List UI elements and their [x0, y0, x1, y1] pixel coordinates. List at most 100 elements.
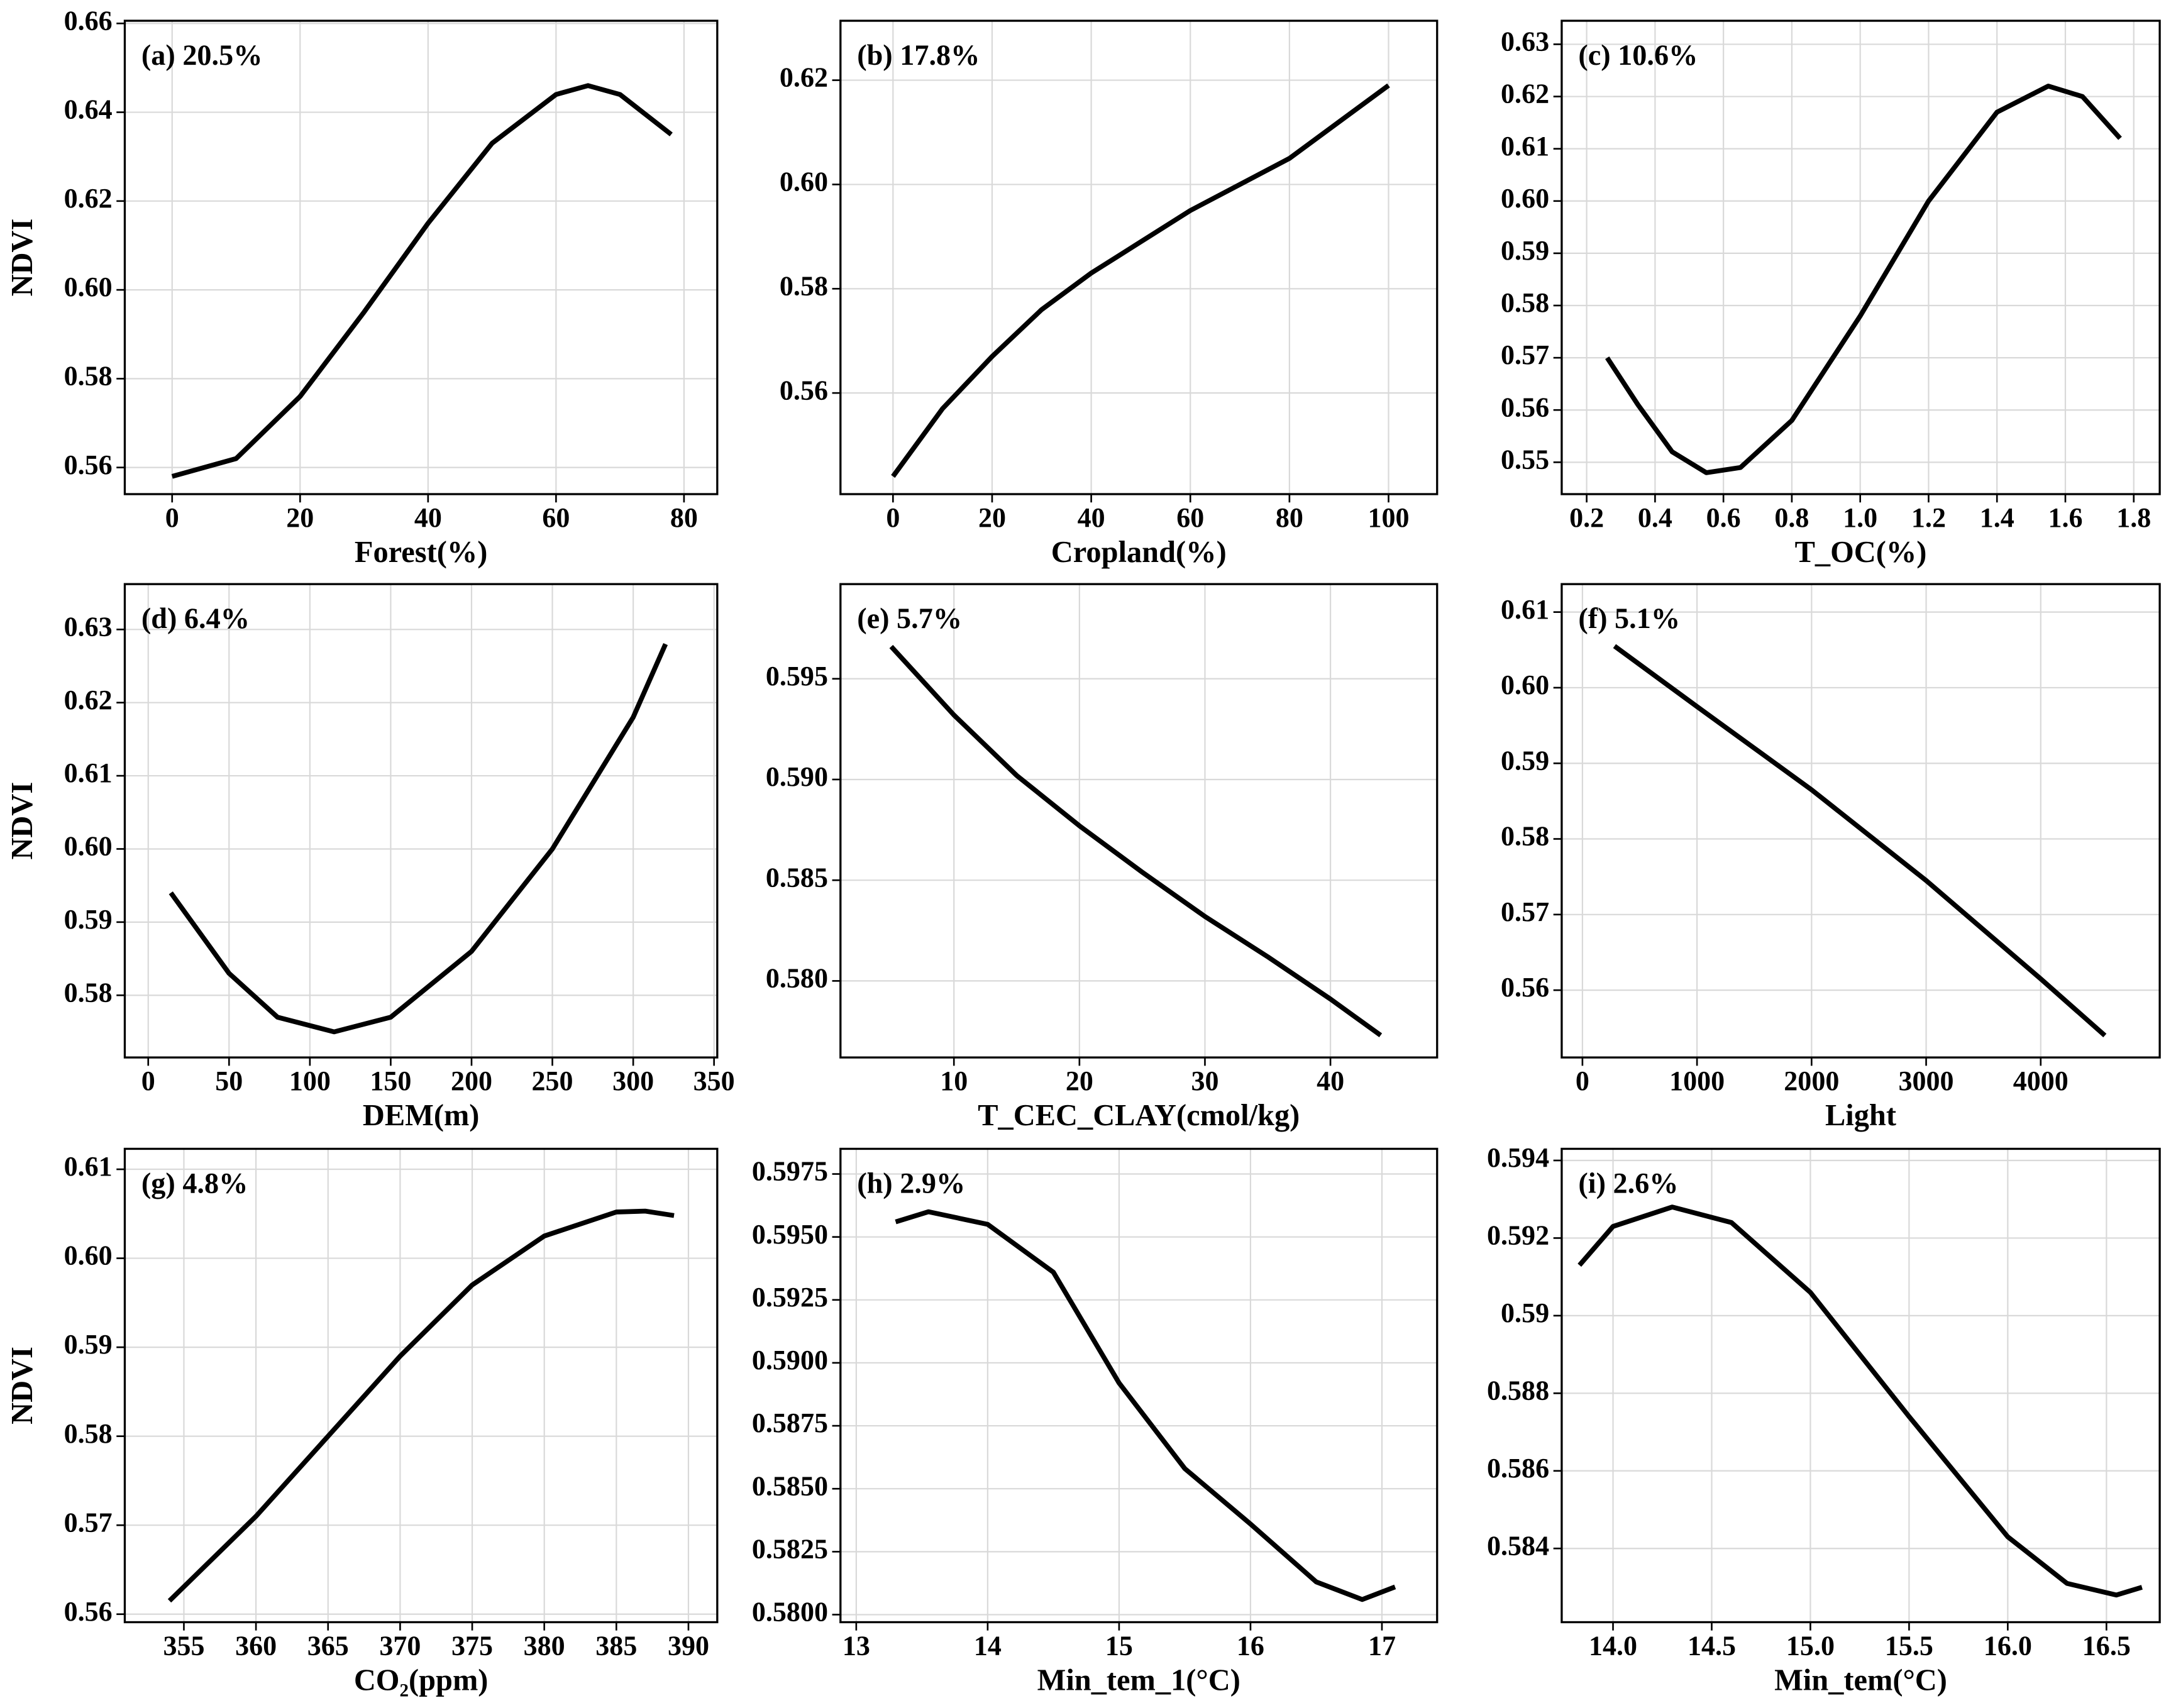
x-tick-label: 20: [978, 502, 1006, 533]
y-tick-label: 0.5950: [752, 1219, 828, 1250]
x-tick-label: 1.0: [1843, 502, 1877, 533]
x-tick-label: 16: [1237, 1630, 1264, 1661]
y-tick-label: 0.56: [64, 449, 113, 480]
plot-background: [124, 584, 717, 1058]
x-tick-label: 355: [163, 1630, 204, 1661]
x-tick-label: 40: [1078, 502, 1105, 533]
y-tick-label: 0.592: [1487, 1220, 1549, 1251]
x-tick-label: 150: [370, 1066, 411, 1096]
plot-border: [839, 19, 1439, 495]
y-tick-label: 0.55: [1501, 444, 1549, 475]
y-tick-label: 0.64: [64, 94, 113, 125]
panel: 0.5800 0.5825 0.5850 0.5875 0.5900 0.5925 0.59…: [752, 1147, 1439, 1697]
x-tick-label: 15: [1105, 1630, 1133, 1661]
y-tick-label: 0.63: [1501, 26, 1549, 57]
panel-annotation: (d) 6.4%: [141, 602, 250, 634]
y-tick-label: 0.62: [64, 685, 113, 715]
y-tick-label: 0.63: [64, 611, 113, 642]
y-tick-label: 0.58: [1501, 821, 1549, 852]
y-tick-label: 0.61: [64, 758, 113, 788]
plot-background: [1561, 584, 2160, 1058]
x-tick-label: 40: [414, 502, 442, 533]
panel: 0.55 0.56 0.57 0.58 0.59 0.60 0.61 0.62 0.63 0.2 0…: [1501, 19, 2161, 569]
x-tick-label: 360: [235, 1630, 277, 1661]
plot-border: [839, 583, 1439, 1059]
panel-annotation: (e) 5.7%: [857, 602, 962, 634]
x-tick-label: 16.5: [2082, 1630, 2131, 1661]
x-tick-label: 380: [524, 1630, 565, 1661]
y-tick-label: 0.5925: [752, 1282, 828, 1313]
y-tick-label: 0.62: [1501, 79, 1549, 109]
x-axis-label: CO₂(ppm): [354, 1663, 489, 1697]
y-tick-label: 0.60: [64, 1240, 113, 1271]
panel: 0.56 0.58 0.60 0.62 0.64 0.66 0 20 40 60 80 (a) 20.…: [6, 5, 719, 569]
plot-border: [1561, 583, 2161, 1059]
x-tick-label: 14.0: [1589, 1630, 1637, 1661]
x-axis-label: DEM(m): [363, 1099, 480, 1132]
x-tick-label: 375: [451, 1630, 493, 1661]
x-tick-label: 13: [842, 1630, 870, 1661]
y-tick-label: 0.588: [1487, 1375, 1549, 1406]
curve: [168, 643, 668, 1035]
x-tick-label: 250: [532, 1066, 573, 1096]
curve: [167, 1208, 675, 1603]
plot-background: [840, 584, 1437, 1058]
curve: [1577, 1204, 2143, 1598]
y-tick-label: 0.66: [64, 5, 113, 36]
x-tick-label: 0: [886, 502, 900, 533]
y-tick-label: 0.59: [64, 1329, 113, 1360]
y-tick-label: 0.5975: [752, 1156, 828, 1187]
x-tick-label: 4000: [2013, 1066, 2069, 1096]
y-tick-label: 0.586: [1487, 1453, 1549, 1484]
curve: [889, 644, 1383, 1038]
curve: [1605, 84, 2122, 475]
plot-border: [1561, 1147, 2161, 1624]
y-tick-label: 0.57: [64, 1507, 113, 1538]
x-tick-label: 60: [1176, 502, 1204, 533]
y-tick-label: 0.56: [1501, 972, 1549, 1003]
x-tick-label: 20: [1066, 1066, 1093, 1096]
panel-annotation: (h) 2.9%: [857, 1167, 965, 1199]
x-tick-label: 390: [668, 1630, 709, 1661]
x-tick-label: 1.6: [2048, 502, 2082, 533]
y-tick-label: 0.62: [64, 183, 113, 214]
x-tick-label: 60: [542, 502, 570, 533]
panel-annotation: (c) 10.6%: [1578, 39, 1698, 71]
x-tick-label: 365: [307, 1630, 349, 1661]
y-tick-label: 0.60: [64, 272, 113, 302]
x-tick-label: 350: [693, 1066, 735, 1096]
panel: 0.584 0.586 0.588 0.59 0.592 0.594 14.0 14.5 15.…: [1487, 1142, 2161, 1697]
x-tick-label: 1000: [1669, 1066, 1725, 1096]
y-tick-label: 0.59: [1501, 235, 1549, 266]
curve: [891, 83, 1390, 478]
y-tick-label: 0.585: [766, 862, 828, 893]
x-tick-label: 370: [379, 1630, 421, 1661]
plot-border: [839, 1147, 1439, 1624]
x-tick-label: 15.5: [1885, 1630, 1933, 1661]
y-tick-label: 0.5900: [752, 1345, 828, 1375]
y-tick-label: 0.61: [64, 1151, 113, 1182]
panel-annotation: (a) 20.5%: [141, 39, 263, 71]
y-tick-label: 0.5850: [752, 1470, 828, 1501]
y-tick-label: 0.58: [1501, 287, 1549, 318]
y-tick-label: 0.56: [1501, 392, 1549, 422]
y-tick-label: 0.60: [780, 167, 828, 197]
plot-background: [124, 1149, 717, 1623]
curve: [1613, 644, 2107, 1038]
x-tick-label: 0: [165, 502, 179, 533]
x-tick-label: 100: [1367, 502, 1409, 533]
curve: [171, 83, 673, 479]
plot-border: [1561, 19, 2161, 495]
y-tick-label: 0.595: [766, 661, 828, 691]
y-tick-label: 0.58: [64, 1418, 113, 1449]
curve: [895, 1209, 1396, 1602]
x-tick-label: 17: [1368, 1630, 1396, 1661]
y-axis-label: NDVI: [6, 1347, 39, 1424]
y-tick-label: 0.60: [64, 831, 113, 862]
x-tick-label: 2000: [1784, 1066, 1839, 1096]
panel: 0.56 0.57 0.58 0.59 0.60 0.61 355 360 365 370 375 3…: [6, 1147, 719, 1697]
y-tick-label: 0.58: [64, 360, 113, 391]
x-tick-label: 1.2: [1911, 502, 1946, 533]
x-tick-label: 40: [1317, 1066, 1344, 1096]
x-tick-label: 0: [1576, 1066, 1589, 1096]
